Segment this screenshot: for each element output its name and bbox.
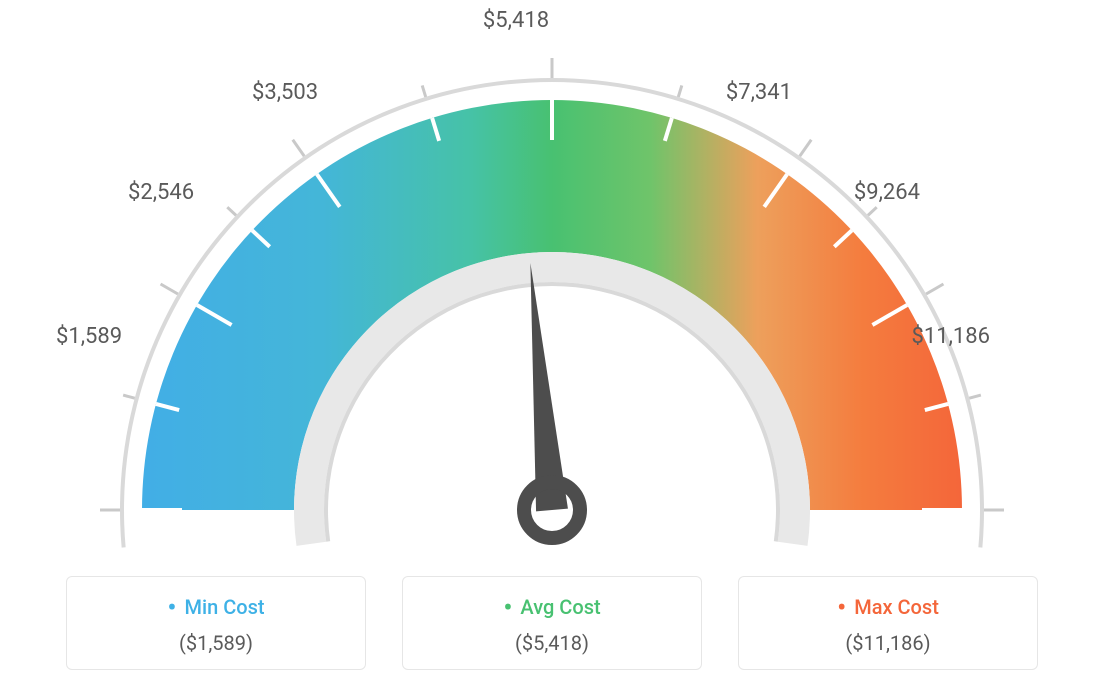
legend-avg-label: Avg Cost — [403, 593, 701, 623]
legend-max-value: ($11,186) — [739, 631, 1037, 655]
tick-label-0: $1,589 — [56, 324, 122, 349]
legend-avg-value: ($5,418) — [403, 631, 701, 655]
legend-min-value: ($1,589) — [67, 631, 365, 655]
tick-label-5: $9,264 — [854, 180, 920, 205]
cost-gauge: $1,589 $2,546 $3,503 $5,418 $7,341 $9,26… — [0, 0, 1104, 550]
tick-label-3: $5,418 — [483, 8, 549, 33]
tick-label-1: $2,546 — [128, 180, 194, 205]
legend-max-label: Max Cost — [739, 593, 1037, 623]
legend-card-max: Max Cost ($11,186) — [738, 576, 1038, 670]
legend-min-label: Min Cost — [67, 593, 365, 623]
gauge-svg — [52, 30, 1052, 550]
tick-label-4: $7,341 — [726, 80, 792, 105]
tick-label-6: $11,186 — [911, 324, 990, 349]
tick-label-2: $3,503 — [252, 80, 318, 105]
legend-card-avg: Avg Cost ($5,418) — [402, 576, 702, 670]
legend-card-min: Min Cost ($1,589) — [66, 576, 366, 670]
legend-row: Min Cost ($1,589) Avg Cost ($5,418) Max … — [0, 576, 1104, 670]
